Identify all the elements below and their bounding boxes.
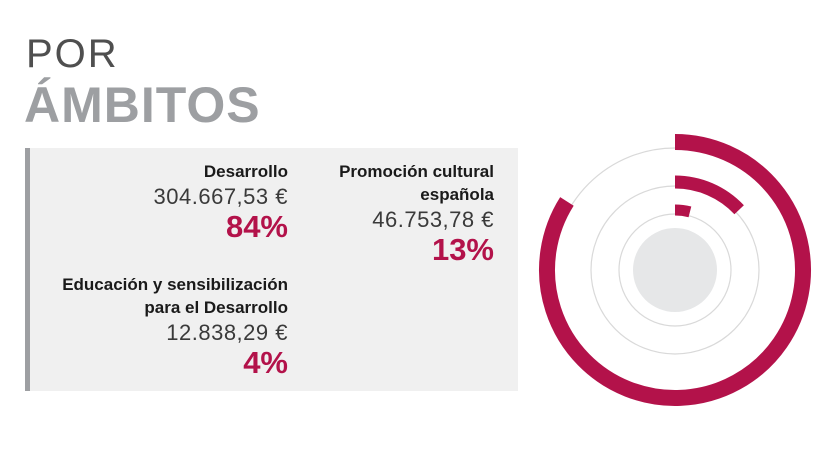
legend-item-amount: 12.838,29 € [166,320,288,345]
legend-item-name: Promoción cultural española [339,162,494,204]
legend-item-percent: 13% [431,232,494,267]
legend-item-name: Educación y sensibilización para el Desa… [62,275,288,317]
radial-bar-chart [539,134,811,406]
legend-item-name: Desarrollo [203,162,288,181]
title-line-2: ÁMBITOS [24,77,261,133]
radial-bar-2 [674,204,692,218]
radial-bar-0 [539,134,811,406]
legend-item-amount: 46.753,78 € [372,207,494,232]
legend-item-percent: 84% [225,209,288,244]
legend-panel: Desarrollo 304.667,53 € 84% Promoción cu… [25,148,518,391]
center-disc [633,228,717,312]
legend-item-percent: 4% [243,345,288,380]
radial-bar-1 [674,175,744,215]
title-line-1: POR [26,32,119,76]
legend-item-amount: 304.667,53 € [153,184,288,209]
legend-item-desarrollo: Desarrollo 304.667,53 € 84% [48,160,288,244]
legend-item-educacion: Educación y sensibilización para el Desa… [28,273,288,380]
legend-item-promocion-cultural: Promoción cultural española 46.753,78 € … [294,160,494,267]
